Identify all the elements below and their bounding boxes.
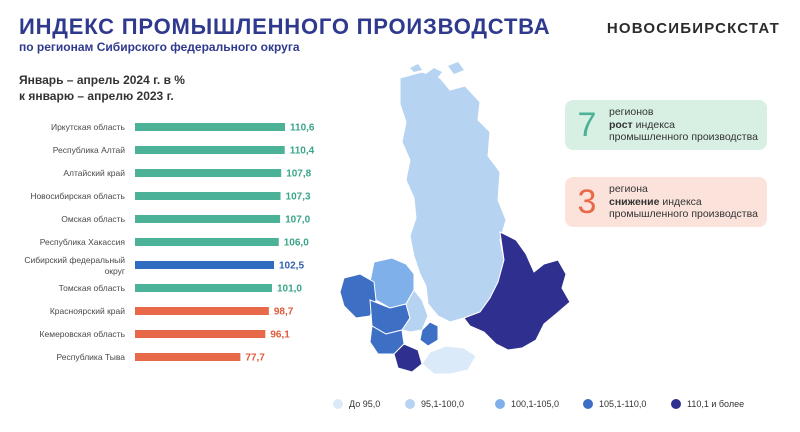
siberia-map	[339, 62, 570, 375]
category-label: Омская область	[61, 214, 125, 224]
decline-line-1: региона	[609, 183, 648, 196]
bar	[135, 192, 281, 200]
category-label: Красноярский край	[50, 306, 125, 316]
period-line-1: Январь – апрель 2024 г. в %	[19, 73, 185, 87]
legend-item: До 95,0	[333, 397, 405, 411]
legend-label: До 95,0	[349, 399, 381, 409]
category-label: Новосибирская область	[30, 191, 125, 201]
decline-count: 3	[577, 183, 597, 221]
growth-line-3: промышленного производства	[609, 131, 758, 144]
bar	[135, 146, 285, 154]
value-label: 77,7	[245, 353, 265, 364]
value-label: 110,6	[290, 123, 315, 134]
decline-line-2-rest: индекса	[659, 195, 702, 208]
growth-text: регионов рост индекса промышленного прои…	[609, 106, 758, 144]
legend-swatch	[583, 399, 593, 409]
bar	[135, 123, 285, 131]
decline-bold: снижение	[609, 195, 660, 208]
bar	[135, 261, 275, 269]
bar	[135, 330, 266, 338]
decline-text: региона снижение индекса промышленного п…	[609, 183, 758, 221]
growth-count: 7	[577, 106, 597, 144]
decline-line-3: промышленного производства	[609, 208, 758, 221]
category-label: Алтайский край	[63, 168, 125, 178]
period-line-2: к январю – апрелю 2023 г.	[19, 89, 174, 103]
map-region-khakassia	[419, 321, 439, 347]
bar-chart: Иркутская область 110,6 Республика Алтай 11…	[24, 122, 315, 364]
value-label: 107,3	[286, 192, 311, 203]
category-label: Республика Алтай	[53, 145, 126, 155]
value-label: 107,0	[285, 215, 310, 226]
legend-swatch	[405, 399, 415, 409]
map-region-irkutsk	[463, 231, 570, 351]
bar	[135, 215, 281, 223]
bar	[135, 284, 272, 292]
bar	[135, 307, 269, 315]
bar	[135, 238, 279, 246]
value-label: 96,1	[270, 330, 290, 341]
category-label: Республика Хакассия	[40, 237, 126, 247]
map-legend: До 95,0 95,1-100,0 100,1-105,0 105,1-110…	[333, 397, 773, 411]
value-label: 101,0	[277, 284, 302, 295]
category-label: Кемеровская область	[40, 329, 126, 339]
category-label: Республика Тыва	[57, 352, 126, 362]
value-label: 106,0	[284, 238, 309, 249]
legend-swatch	[333, 399, 343, 409]
map-region-tyva	[421, 345, 477, 375]
legend-label: 105,1-110,0	[599, 399, 647, 409]
decline-line-2: снижение индекса	[609, 196, 758, 209]
category-label: Сибирский федеральный округ	[24, 255, 125, 276]
legend-label: 110,1 и более	[687, 399, 745, 409]
category-label: Томская область	[59, 283, 126, 293]
brand-logo: НОВОСИБИРСКСТАТ	[606, 20, 780, 37]
bar	[135, 169, 282, 177]
legend-label: 95,1-100,0	[421, 399, 465, 409]
period-label: Январь – апрель 2024 г. в % к январю – а…	[19, 72, 259, 104]
legend-item: 105,1-110,0	[583, 397, 671, 411]
category-label: Иркутская область	[51, 122, 126, 132]
decline-card: 3 региона снижение индекса промышленного…	[565, 177, 767, 227]
growth-line-2-rest: индекса	[632, 118, 676, 131]
bar	[135, 353, 241, 361]
page-title: ИНДЕКС ПРОМЫШЛЕННОГО ПРОИЗВОДСТВА	[19, 14, 551, 39]
map-region-tomsk	[369, 257, 415, 309]
legend-label: 100,1-105,0	[511, 399, 560, 409]
growth-bold: рост	[609, 118, 633, 131]
map-region-omsk	[339, 273, 377, 319]
legend-item: 100,1-105,0	[495, 397, 583, 411]
legend-item: 95,1-100,0	[405, 397, 495, 411]
value-label: 107,8	[286, 169, 311, 180]
value-label: 110,4	[290, 146, 315, 157]
value-label: 98,7	[274, 307, 294, 318]
page-subtitle: по регионам Сибирского федерального окру…	[19, 40, 300, 54]
growth-line-2: рост индекса	[609, 119, 758, 132]
legend-item: 110,1 и более	[671, 397, 761, 411]
map-region-krasnoyarsk	[399, 71, 507, 323]
growth-line-1: регионов	[609, 106, 654, 119]
value-label: 102,5	[279, 261, 304, 272]
legend-swatch	[495, 399, 505, 409]
map-islands	[410, 62, 464, 80]
growth-card: 7 регионов рост индекса промышленного пр…	[565, 100, 767, 150]
legend-swatch	[671, 399, 681, 409]
